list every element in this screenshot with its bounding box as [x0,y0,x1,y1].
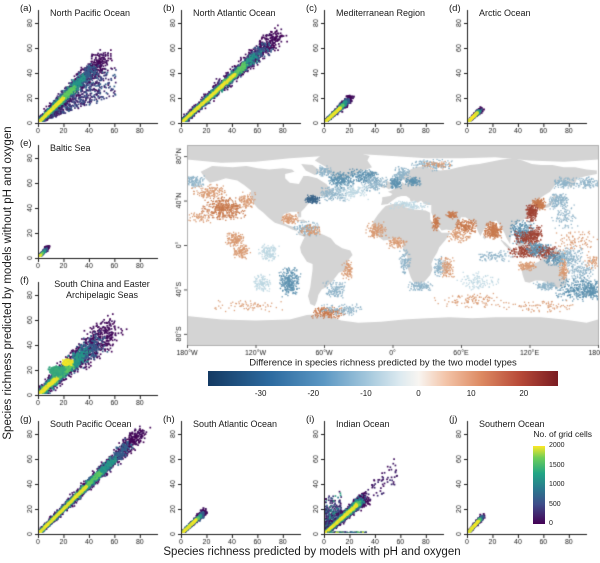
grid-cells-tick-label: 1000 [549,481,565,488]
x-axis-label: Species richness predicted by models wit… [163,546,461,558]
panel-tag: (h) [163,414,175,425]
panel-tag: (g) [20,414,32,425]
panel-tag: (a) [20,3,32,14]
panel-baltic: (e) Baltic Sea [20,138,163,272]
scatter-canvas-h [163,414,306,548]
scatter-canvas-e [20,138,163,272]
panel-southern: (j) Southern Ocean [449,414,592,548]
panel-title: Arctic Ocean [479,8,531,18]
panel-south-atlantic: (h) South Atlantic Ocean [163,414,306,548]
panel-title: Baltic Sea [50,143,91,153]
map-colorbar-ticks: -30 -20 -10 0 10 20 [208,389,558,400]
panel-title: Southern Ocean [479,419,545,429]
scatter-canvas-f [20,275,163,409]
grid-cells-tick-label: 1500 [549,461,565,469]
colorbar-tick-label: 0 [416,389,421,398]
scatter-canvas-i [306,414,449,548]
panel-title: South Atlantic Ocean [193,419,278,429]
grid-cells-legend-title: No. of grid cells [533,429,592,439]
grid-cells-tick-label: 500 [549,500,561,508]
panel-title: Indian Ocean [336,419,390,429]
map-colorbar [208,371,558,386]
panel-arctic: (d) Arctic Ocean [449,3,592,137]
panel-tag: (j) [449,414,458,425]
map-colorbar-title: Difference in species richness predicted… [249,357,517,369]
panel-title: North Pacific Ocean [50,8,131,18]
scatter-canvas-g [20,414,163,548]
colorbar-tick-label: 10 [466,389,476,398]
colorbar-tick-label: -10 [360,389,372,398]
grid-cells-tick-label: 0 [549,520,553,527]
scatter-canvas-a [20,3,163,137]
panel-title: South Pacific Ocean [50,419,132,429]
scatter-canvas-j [449,414,592,548]
panel-tag: (i) [306,414,315,425]
panel-title: North Atlantic Ocean [193,8,276,18]
colorbar-tick-label: -20 [307,389,320,398]
panel-tag: (f) [20,275,29,286]
panel-south-pacific: (g) South Pacific Ocean [20,414,163,548]
panel-south-china: (f) South China and Easter Archipelagic … [20,275,163,409]
panel-title: Mediterranean Region [336,8,426,18]
panel-indian: (i) Indian Ocean [306,414,449,548]
panel-tag: (e) [20,138,32,149]
scatter-canvas-d [449,3,592,137]
grid-cells-colorbar [533,446,545,524]
panel-mediterranean: (c) Mediterranean Region [306,3,449,137]
world-map-canvas [170,142,600,361]
colorbar-tick-label: 20 [519,389,529,398]
scatter-canvas-b [163,3,306,137]
panel-north-atlantic: (b) North Atlantic Ocean [163,3,306,137]
panel-north-pacific: (a) North Pacific Ocean [20,3,163,137]
colorbar-tick-label: -30 [254,389,267,398]
panel-tag: (c) [306,3,318,14]
panel-tag: (d) [449,3,461,14]
panel-title: South China and Easter Archipelagic Seas [54,279,150,300]
grid-cells-tick-label: 2000 [549,442,565,449]
y-axis-label: Species richness predicted by models wit… [2,126,14,440]
scatter-canvas-c [306,3,449,137]
panel-tag: (b) [163,3,175,14]
grid-cells-colorbar-labels: 0 500 1000 1500 2000 [549,442,583,532]
